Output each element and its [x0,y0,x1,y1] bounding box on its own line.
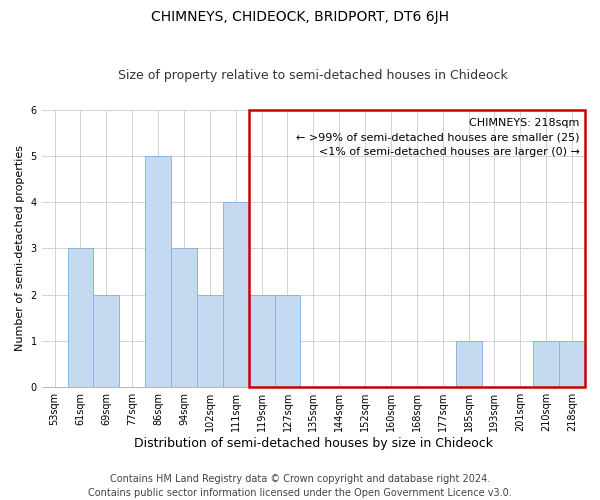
Bar [197,294,223,387]
Bar [533,341,559,387]
Bar [68,248,94,387]
Bar [171,248,197,387]
Title: Size of property relative to semi-detached houses in Chideock: Size of property relative to semi-detach… [118,69,508,82]
Bar [248,294,275,387]
X-axis label: Distribution of semi-detached houses by size in Chideock: Distribution of semi-detached houses by … [134,437,493,450]
Bar [94,294,119,387]
Bar [223,202,248,387]
Text: CHIMNEYS, CHIDEOCK, BRIDPORT, DT6 6JH: CHIMNEYS, CHIDEOCK, BRIDPORT, DT6 6JH [151,10,449,24]
Bar [248,110,585,387]
Bar [145,156,171,387]
Text: Contains HM Land Registry data © Crown copyright and database right 2024.
Contai: Contains HM Land Registry data © Crown c… [88,474,512,498]
Y-axis label: Number of semi-detached properties: Number of semi-detached properties [15,146,25,352]
Bar [455,341,482,387]
Bar [559,341,585,387]
Bar [275,294,301,387]
Text: CHIMNEYS: 218sqm
← >99% of semi-detached houses are smaller (25)
<1% of semi-det: CHIMNEYS: 218sqm ← >99% of semi-detached… [296,118,580,158]
